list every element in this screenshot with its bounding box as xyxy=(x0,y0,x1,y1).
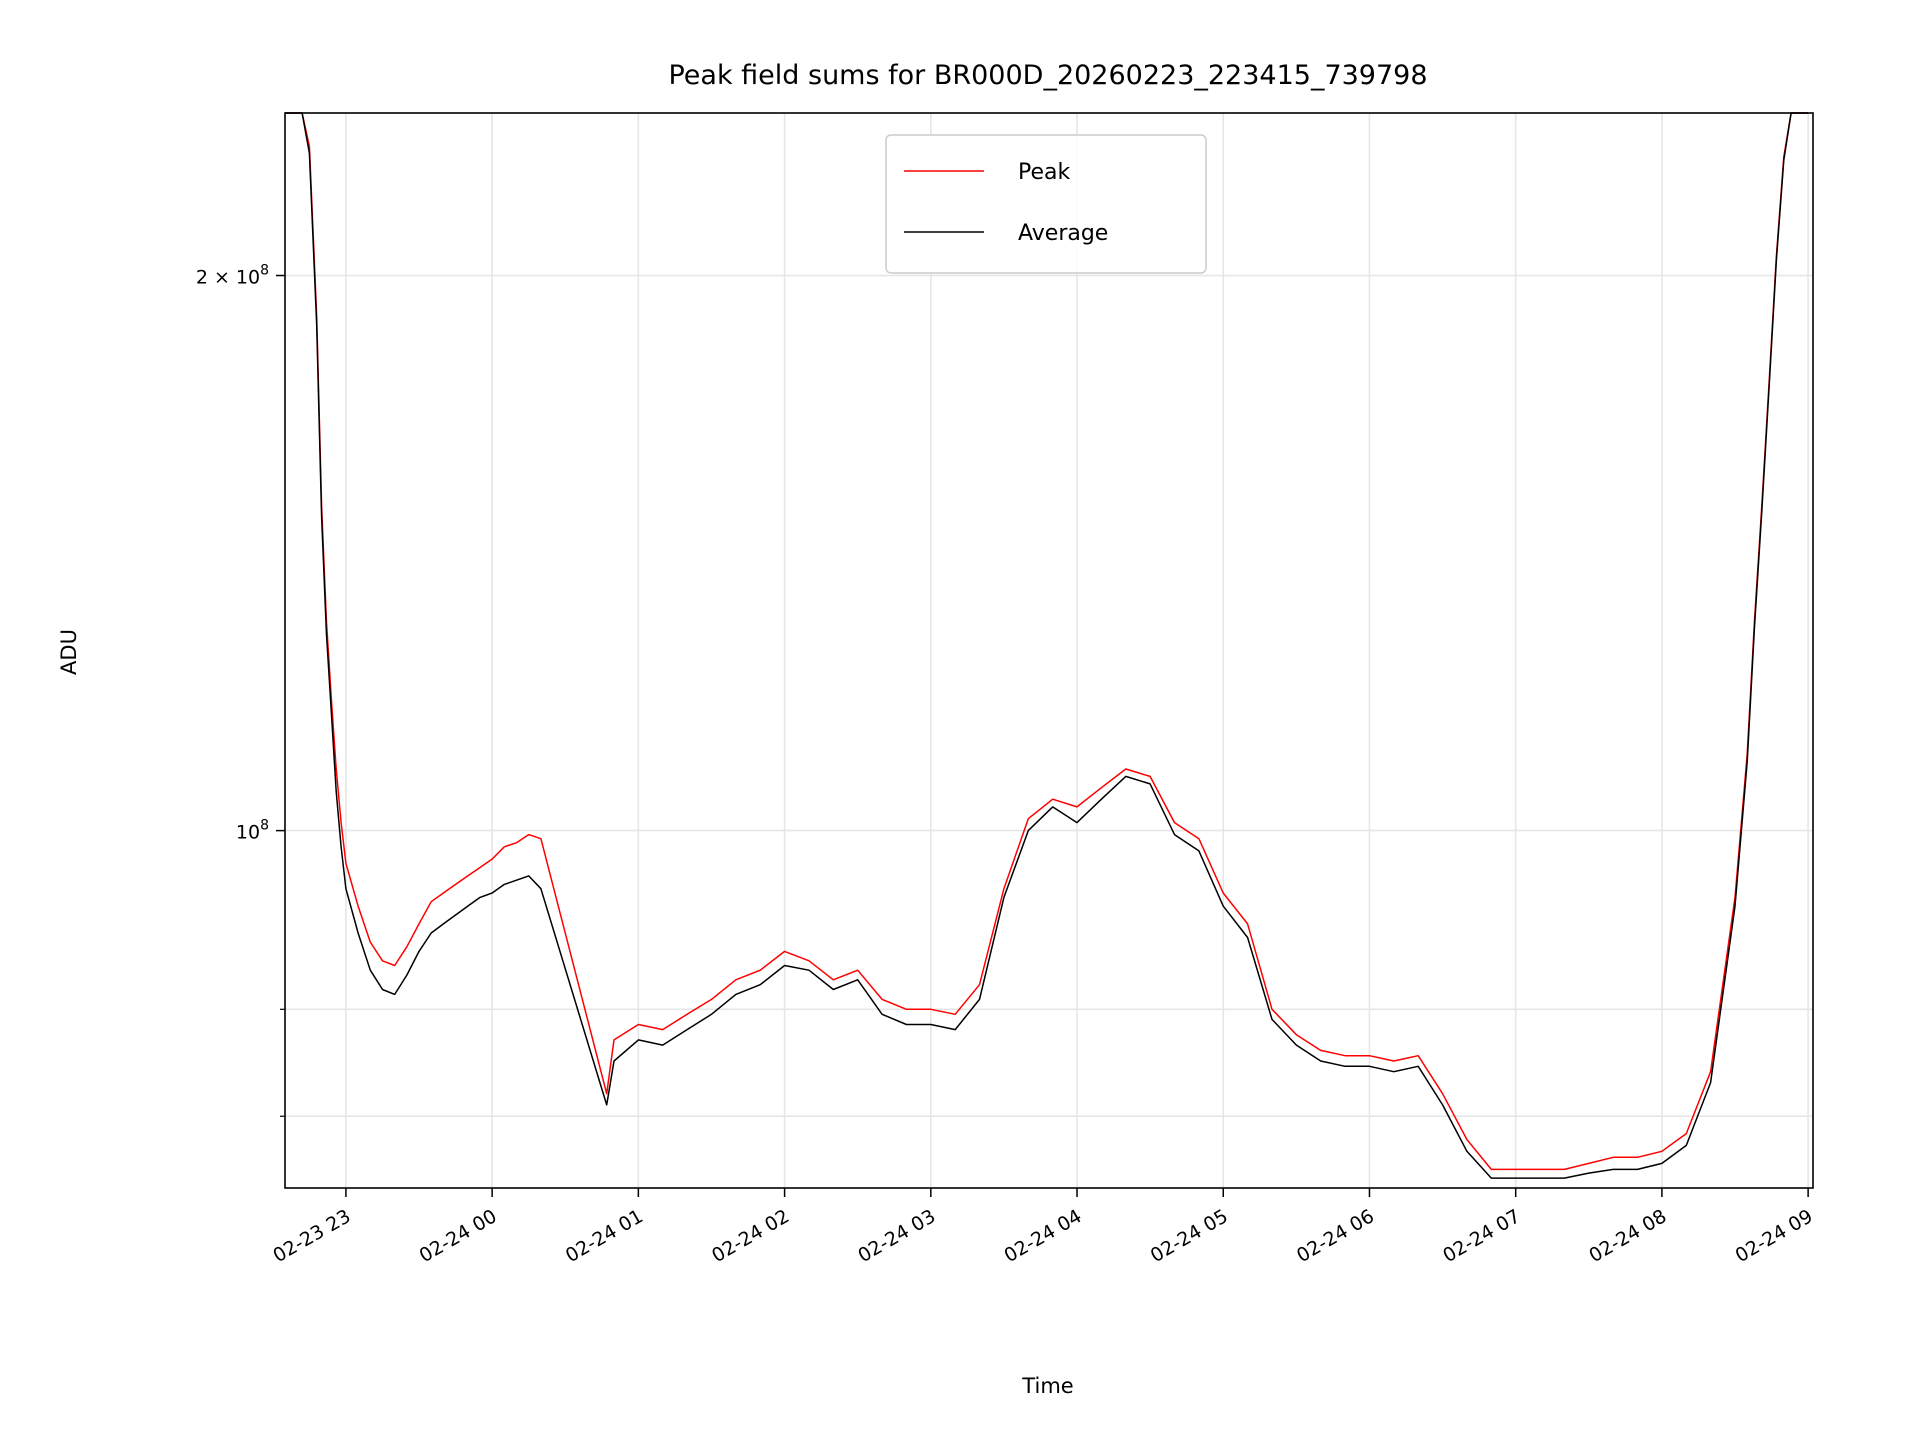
y-axis-label: ADU xyxy=(57,629,81,675)
y-tick-label: 2 × 108 xyxy=(196,263,269,289)
plot-frame xyxy=(284,112,1814,1189)
grid xyxy=(285,113,1813,1188)
chart-title: Peak field sums for BR000D_20260223_2234… xyxy=(668,60,1427,91)
series-line-average xyxy=(285,112,1809,1179)
legend-label-average: Average xyxy=(1018,221,1108,246)
series-line-peak xyxy=(285,112,1809,1171)
legend: Peak Average xyxy=(885,134,1207,274)
legend-label-peak: Peak xyxy=(1018,160,1070,185)
y-axis: 2 × 108 108 xyxy=(196,263,285,1117)
x-axis-label: Time xyxy=(1021,1374,1073,1398)
series-layer xyxy=(285,112,1809,1179)
y-tick-label: 108 xyxy=(236,818,269,844)
legend-box xyxy=(885,134,1207,274)
